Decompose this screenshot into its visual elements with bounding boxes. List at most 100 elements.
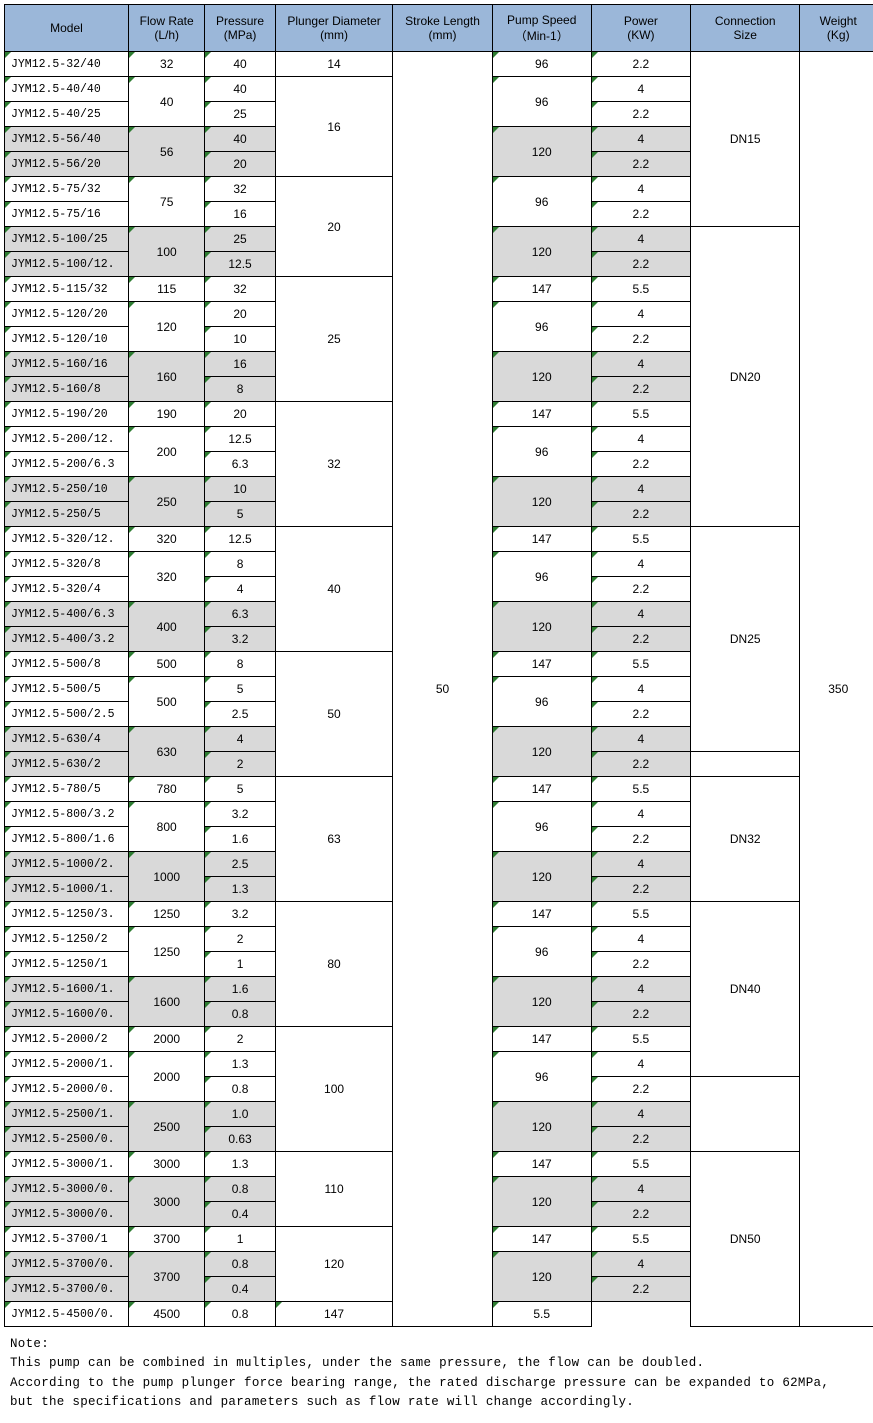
cell-pressure: 12.5 <box>205 252 275 277</box>
cell-power: 4 <box>591 552 690 577</box>
cell-model: JYM12.5-1250/3. <box>5 902 129 927</box>
cell-speed: 147 <box>492 527 591 552</box>
cell-model: JYM12.5-40/40 <box>5 77 129 102</box>
cell-power: 5.5 <box>591 777 690 802</box>
cell-power: 5.5 <box>591 902 690 927</box>
cell-plunger: 63 <box>275 777 393 902</box>
cell-speed: 147 <box>492 902 591 927</box>
cell-flow: 3000 <box>128 1177 204 1227</box>
cell-model: JYM12.5-2500/1. <box>5 1102 129 1127</box>
cell-power: 4 <box>591 77 690 102</box>
cell-model: JYM12.5-800/1.6 <box>5 827 129 852</box>
cell-pressure: 2 <box>205 927 275 952</box>
cell-power: 5.5 <box>591 1027 690 1052</box>
cell-speed: 147 <box>492 652 591 677</box>
note-line: but the specifications and parameters su… <box>10 1393 871 1412</box>
cell-model: JYM12.5-800/3.2 <box>5 802 129 827</box>
cell-flow: 320 <box>128 527 204 552</box>
cell-power: 2.2 <box>591 577 690 602</box>
cell-pressure: 6.3 <box>205 452 275 477</box>
cell-power: 4 <box>591 1052 690 1077</box>
cell-flow: 2500 <box>128 1102 204 1152</box>
cell-model: JYM12.5-200/12. <box>5 427 129 452</box>
cell-power: 4 <box>591 302 690 327</box>
cell-power: 4 <box>591 1177 690 1202</box>
pump-specs-table: Model Flow Rate(L/h) Pressure(MPa) Plung… <box>4 4 873 1327</box>
cell-plunger: 25 <box>275 277 393 402</box>
cell-power: 4 <box>591 227 690 252</box>
th-weight: Weight(Kg) <box>800 5 873 52</box>
cell-speed: 96 <box>492 802 591 852</box>
cell-model: JYM12.5-115/32 <box>5 277 129 302</box>
cell-speed: 120 <box>492 852 591 902</box>
cell-connection: DN32 <box>690 777 800 902</box>
cell-pressure: 1.0 <box>205 1102 275 1127</box>
cell-pressure: 0.4 <box>205 1202 275 1227</box>
cell-model: JYM12.5-1600/0. <box>5 1002 129 1027</box>
cell-speed: 96 <box>492 77 591 127</box>
cell-speed: 147 <box>492 1152 591 1177</box>
cell-speed: 120 <box>492 477 591 527</box>
cell-pressure: 8 <box>205 377 275 402</box>
cell-plunger: 100 <box>275 1027 393 1152</box>
cell-power: 4 <box>591 427 690 452</box>
cell-power: 4 <box>591 927 690 952</box>
cell-pressure: 1 <box>205 1227 275 1252</box>
cell-model: JYM12.5-160/8 <box>5 377 129 402</box>
cell-model: JYM12.5-1000/2. <box>5 852 129 877</box>
cell-speed: 120 <box>492 727 591 777</box>
note-line: According to the pump plunger force bear… <box>10 1374 871 1393</box>
cell-model: JYM12.5-1000/1. <box>5 877 129 902</box>
cell-power: 4 <box>591 852 690 877</box>
cell-flow: 630 <box>128 727 204 777</box>
cell-connection: DN25 <box>690 527 800 752</box>
cell-pressure: 20 <box>205 402 275 427</box>
cell-speed: 120 <box>492 352 591 402</box>
cell-power: 4 <box>591 352 690 377</box>
cell-speed: 147 <box>492 402 591 427</box>
cell-pressure: 0.63 <box>205 1127 275 1152</box>
cell-power: 2.2 <box>591 877 690 902</box>
cell-power: 2.2 <box>591 52 690 77</box>
cell-pressure: 32 <box>205 177 275 202</box>
cell-pressure: 1.3 <box>205 1052 275 1077</box>
cell-flow: 1250 <box>128 927 204 977</box>
cell-model: JYM12.5-160/16 <box>5 352 129 377</box>
table-header: Model Flow Rate(L/h) Pressure(MPa) Plung… <box>5 5 873 52</box>
cell-plunger: 14 <box>275 52 393 77</box>
cell-flow: 800 <box>128 802 204 852</box>
cell-power: 2.2 <box>591 1002 690 1027</box>
cell-pressure: 20 <box>205 152 275 177</box>
cell-pressure: 4 <box>205 577 275 602</box>
cell-speed: 147 <box>492 777 591 802</box>
cell-model: JYM12.5-2000/2 <box>5 1027 129 1052</box>
cell-power: 2.2 <box>591 202 690 227</box>
cell-flow: 320 <box>128 552 204 602</box>
cell-model: JYM12.5-3700/0. <box>5 1277 129 1302</box>
cell-power: 2.2 <box>591 252 690 277</box>
cell-speed: 120 <box>492 127 591 177</box>
cell-model: JYM12.5-3000/1. <box>5 1152 129 1177</box>
cell-power: 2.2 <box>591 502 690 527</box>
cell-pressure: 8 <box>205 552 275 577</box>
cell-model: JYM12.5-2500/0. <box>5 1127 129 1152</box>
cell-plunger: 120 <box>275 1227 393 1302</box>
cell-model: JYM12.5-1250/1 <box>5 952 129 977</box>
cell-pressure: 0.4 <box>205 1277 275 1302</box>
cell-speed: 96 <box>492 52 591 77</box>
cell-speed: 96 <box>492 1052 591 1102</box>
cell-power: 2.2 <box>591 1077 690 1102</box>
th-speed: Pump Speed（Min-1） <box>492 5 591 52</box>
cell-flow: 780 <box>128 777 204 802</box>
cell-pressure: 2 <box>205 1027 275 1052</box>
cell-power: 2.2 <box>591 152 690 177</box>
cell-model: JYM12.5-4500/0. <box>5 1302 129 1327</box>
th-plunger: Plunger Diameter(mm) <box>275 5 393 52</box>
cell-pressure: 8 <box>205 652 275 677</box>
cell-speed: 147 <box>492 1227 591 1252</box>
cell-pressure: 3.2 <box>205 802 275 827</box>
cell-speed: 120 <box>492 227 591 277</box>
cell-model: JYM12.5-500/5 <box>5 677 129 702</box>
cell-model: JYM12.5-3000/0. <box>5 1202 129 1227</box>
cell-plunger: 110 <box>275 1152 393 1227</box>
